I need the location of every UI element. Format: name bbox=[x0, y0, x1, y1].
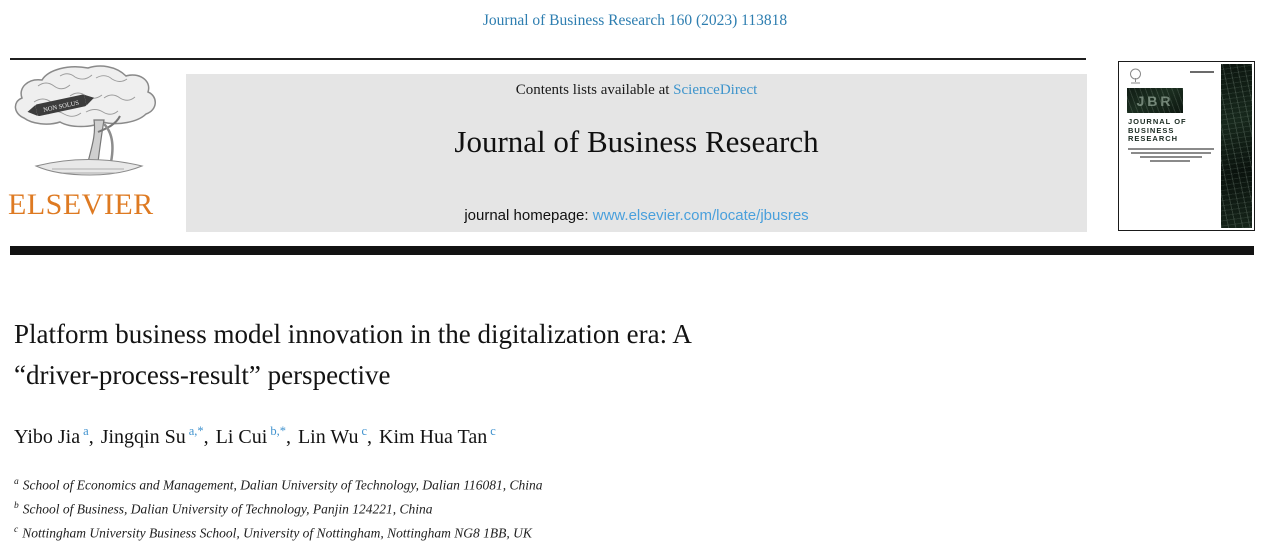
journal-citation-header: Journal of Business Research 160 (2023) … bbox=[482, 12, 788, 29]
affiliation-line: c Nottingham University Business School, … bbox=[14, 525, 532, 541]
journal-title: Journal of Business Research bbox=[454, 124, 819, 159]
contents-prefix: Contents lists available at bbox=[515, 82, 674, 98]
author-affiliation-sup: c bbox=[490, 424, 496, 438]
homepage-line: journal homepage: www.elsevier.com/locat… bbox=[186, 207, 1087, 224]
author-affiliation-sup: a,* bbox=[188, 424, 204, 438]
homepage-prefix: journal homepage: bbox=[464, 207, 593, 224]
author-list: Yibo Jia a, Jingqin Su a,*, Li Cui b,*, Lin… bbox=[14, 424, 496, 448]
journal-banner: Contents lists available at ScienceDirec… bbox=[186, 74, 1087, 232]
author: Yibo Jia a bbox=[14, 424, 89, 448]
sciencedirect-link[interactable]: ScienceDirect bbox=[673, 82, 758, 98]
header-divider-bar bbox=[10, 246, 1254, 255]
cover-elsevier-stamp-icon bbox=[1130, 68, 1141, 84]
affiliation-list: a School of Economics and Management, Dal… bbox=[14, 472, 1124, 544]
cover-issn-mark bbox=[1190, 71, 1214, 73]
author: Li Cui b,* bbox=[215, 424, 286, 448]
elsevier-wordmark: ELSEVIER bbox=[8, 188, 154, 221]
top-rule bbox=[10, 58, 1086, 60]
article-title-line2: “driver-process-result” perspective bbox=[14, 360, 391, 390]
author: Kim Hua Tan c bbox=[379, 424, 496, 448]
elsevier-tree-icon: NON SOLUS bbox=[14, 65, 156, 176]
contents-line: Contents lists available at ScienceDirec… bbox=[186, 82, 1087, 99]
cover-jbr-block: JBR bbox=[1127, 88, 1183, 113]
journal-cover-thumbnail: JBR JOURNAL OF BUSINESS RESEARCH bbox=[1118, 61, 1255, 231]
author: Jingqin Su a,* bbox=[100, 424, 204, 448]
article-title: Platform business model innovation in th… bbox=[14, 314, 1124, 396]
elsevier-logo: NON SOLUS ELSEVIER bbox=[8, 62, 176, 220]
author: Lin Wu c bbox=[297, 424, 368, 448]
affiliation-line: b School of Business, Dalian University o… bbox=[14, 501, 433, 517]
author-affiliation-sup: c bbox=[361, 424, 368, 438]
cover-journal-title: JOURNAL OF BUSINESS RESEARCH bbox=[1128, 117, 1187, 143]
author-affiliation-sup: b,* bbox=[270, 424, 286, 438]
cover-art-band bbox=[1221, 64, 1252, 228]
cover-fineprint-lines bbox=[1128, 148, 1216, 164]
affiliation-line: a School of Economics and Management, Dal… bbox=[14, 477, 543, 493]
author-affiliation-sup: a bbox=[83, 424, 89, 438]
article-title-line1: Platform business model innovation in th… bbox=[14, 319, 692, 349]
journal-homepage-link[interactable]: www.elsevier.com/locate/jbusres bbox=[592, 207, 809, 224]
